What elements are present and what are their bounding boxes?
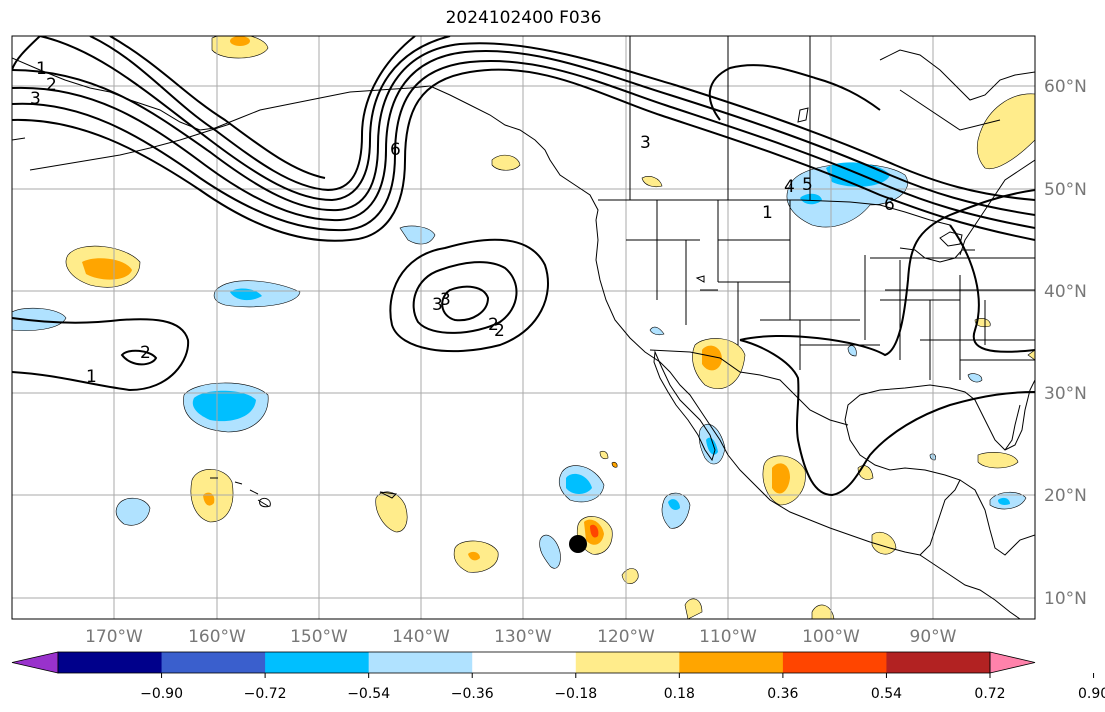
lon-label: 160°W	[188, 627, 246, 647]
contour-label: 3	[432, 295, 443, 315]
colorbar-tick-label: 0.54	[871, 686, 902, 702]
contour-label: 1	[762, 203, 773, 223]
lon-label: 100°W	[802, 627, 860, 647]
colorbar: −0.90 −0.72 −0.54 −0.36 −0.18 0.18 0.36 0.54 0.7…	[11, 651, 1105, 702]
colorbar-tick-label: 0.36	[767, 686, 798, 702]
latitude-labels: 60°N 50°N 40°N 30°N 20°N 10°N	[1044, 77, 1087, 609]
colorbar-segment	[161, 652, 266, 673]
colorbar-tick-label: −0.90	[140, 686, 183, 702]
contour-label: 6	[884, 195, 895, 215]
colorbar-outline	[57, 651, 991, 674]
colorbar-tick-label: −0.54	[347, 686, 390, 702]
lon-label: 170°W	[85, 627, 143, 647]
contour-label-group: 1 2 3 6 3 2 3 1 4 5 6 2 1 3 2	[30, 59, 895, 387]
contour-label: 2	[494, 321, 505, 341]
lat-label: 60°N	[1044, 77, 1087, 97]
colorbar-extension-high	[989, 651, 1036, 674]
colorbar-segment	[886, 652, 991, 673]
contour-label: 6	[390, 140, 401, 160]
colorbar-segment	[472, 652, 577, 673]
contour-label: 5	[802, 175, 813, 195]
longitude-labels: 170°W 160°W 150°W 140°W 130°W 120°W 110°…	[85, 627, 957, 647]
map-frame-border	[11, 35, 1036, 620]
lon-label: 130°W	[494, 627, 552, 647]
lat-label: 40°N	[1044, 282, 1087, 302]
lat-label: 30°N	[1044, 384, 1087, 404]
colorbar-segment	[679, 652, 784, 673]
contour-label: 4	[784, 177, 795, 197]
lon-label: 110°W	[699, 627, 757, 647]
height-contours	[12, 36, 1035, 497]
lat-label: 20°N	[1044, 486, 1087, 506]
colorbar-tick-label: 0.18	[664, 686, 695, 702]
lat-lon-gridlines	[12, 36, 1035, 619]
contour-label: 2	[46, 75, 57, 95]
colorbar-segment	[58, 652, 163, 673]
lon-label: 120°W	[597, 627, 655, 647]
lat-label: 10°N	[1044, 589, 1087, 609]
colorbar-extension-low	[11, 651, 59, 674]
colorbar-tick-label: 0.90	[1078, 686, 1105, 702]
colorbar-tick-label: 0.72	[974, 686, 1005, 702]
colorbar-tick-label: −0.18	[554, 686, 597, 702]
contour-label: 2	[140, 343, 151, 363]
positive-anomaly-shading	[65, 36, 1035, 619]
contour-label: 3	[30, 89, 41, 109]
colorbar-segment	[782, 652, 887, 673]
lon-label: 140°W	[392, 627, 450, 647]
lon-label: 90°W	[910, 627, 957, 647]
colorbar-segment	[368, 652, 473, 673]
colorbar-tick-label: −0.72	[244, 686, 287, 702]
contour-label: 3	[640, 133, 651, 153]
contour-label: 1	[36, 59, 47, 79]
lat-label: 50°N	[1044, 180, 1087, 200]
contour-label: 1	[86, 367, 97, 387]
lon-label: 150°W	[290, 627, 348, 647]
storm-center-dot	[569, 535, 587, 553]
contour-label: 3	[440, 290, 451, 310]
colorbar-segment	[265, 652, 370, 673]
map-title: 2024102400 F036	[445, 8, 602, 28]
contour-label: 2	[488, 315, 499, 335]
colorbar-tick-label: −0.36	[451, 686, 494, 702]
negative-anomaly-shading	[12, 162, 1027, 569]
colorbar-segment	[575, 652, 680, 673]
